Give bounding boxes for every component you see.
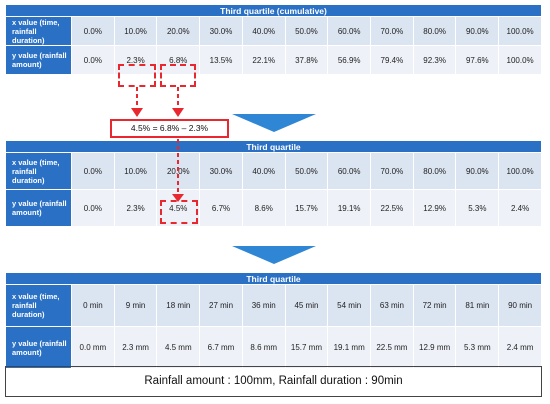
table-cell: 2.4 mm — [498, 326, 542, 369]
table-cell: 0.0% — [71, 45, 115, 75]
table-cell: 12.9% — [412, 189, 457, 227]
x-row-label: x value (time, rainfall duration) — [5, 284, 72, 327]
table-cell: 18 min — [156, 284, 201, 327]
table-row-x-row: x value (time, rainfall duration) 0 min 9 … — [5, 284, 542, 327]
y-row-label: y value (rainfall amount) — [5, 45, 72, 75]
table-cell: 63 min — [370, 284, 414, 327]
down-arrow-icon-1 — [232, 114, 316, 132]
table-cell: 50.0% — [284, 16, 329, 46]
table-cell: 10.0% — [113, 16, 158, 46]
table-cell: 8.6% — [241, 189, 286, 227]
highlight-box-4-5 — [160, 200, 198, 224]
y-row-label: y value (rainfall amount) — [5, 189, 72, 227]
table-cell: 81 min — [455, 284, 500, 327]
highlight-box-2-3 — [118, 64, 156, 87]
table-cell: 100.0% — [498, 152, 542, 190]
table-cell: 70.0% — [370, 16, 414, 46]
table-cell: 56.9% — [327, 45, 372, 75]
table-cell: 15.7 mm — [284, 326, 329, 369]
table-cell: 40.0% — [241, 152, 286, 190]
table-cell: 6.8% — [156, 45, 201, 75]
table-cell: 0.0% — [71, 189, 115, 227]
table-cell: 30.0% — [199, 16, 243, 46]
table-cell: 2.4% — [498, 189, 542, 227]
table-cell: 97.6% — [455, 45, 500, 75]
table-cell: 30.0% — [199, 152, 243, 190]
y-row-label: y value (rainfall amount) — [5, 326, 72, 369]
table-cell: 92.3% — [412, 45, 457, 75]
table-cell: 2.3 mm — [113, 326, 158, 369]
table-cell: 60.0% — [327, 16, 372, 46]
rainfall-summary: Rainfall amount : 100mm, Rainfall durati… — [5, 366, 542, 397]
table-cell: 2.3% — [113, 189, 158, 227]
table-cell: 100.0% — [498, 45, 542, 75]
table-cell: 20.0% — [156, 16, 201, 46]
table-cell: 6.7% — [199, 189, 243, 227]
table-title: Third quartile — [5, 272, 542, 285]
table-cell: 100.0% — [498, 16, 542, 46]
arrowhead-left — [131, 108, 143, 117]
table-cell: 0.0% — [71, 16, 115, 46]
table-cell: 22.1% — [241, 45, 286, 75]
table-row-y-row: y value (rainfall amount) 0.0% 2.3% 4.5% 6.7… — [5, 189, 542, 227]
table-cell: 27 min — [199, 284, 243, 327]
table-row-y-row: y value (rainfall amount) 0.0% 2.3% 6.8% 13.… — [5, 45, 542, 75]
table-cell: 36 min — [241, 284, 286, 327]
arrowhead-right — [172, 108, 184, 117]
table-cell: 4.5 mm — [156, 326, 201, 369]
table-cell: 2.3% — [113, 45, 158, 75]
table-cell: 90.0% — [455, 152, 500, 190]
highlight-box-6-8 — [160, 64, 196, 87]
table-cell: 0.0 mm — [71, 326, 115, 369]
table-cell: 79.4% — [370, 45, 414, 75]
table-row-y-row: y value (rainfall amount) 0.0 mm 2.3 mm 4.5… — [5, 326, 542, 369]
table-cell: 13.5% — [199, 45, 243, 75]
table-cell: 72 min — [412, 284, 457, 327]
down-arrow-icon-2 — [232, 246, 316, 264]
table-cell: 50.0% — [284, 152, 329, 190]
table-cell: 37.8% — [284, 45, 329, 75]
difference-callout: 4.5% = 6.8% – 2.3% — [110, 119, 229, 138]
table-cell: 45 min — [284, 284, 329, 327]
table-third-quartile-units: Third quartile x value (time, rainfall du… — [5, 272, 542, 369]
table-cell: 90.0% — [455, 16, 500, 46]
table-cell: 6.7 mm — [199, 326, 243, 369]
arrowhead-down — [172, 194, 184, 202]
x-row-label: x value (time, rainfall duration) — [5, 16, 72, 46]
table-cell: 0.0% — [71, 152, 115, 190]
table-cell: 80.0% — [412, 16, 457, 46]
x-row-label: x value (time, rainfall duration) — [5, 152, 72, 190]
table-cell: 0 min — [71, 284, 115, 327]
table-cell: 5.3% — [455, 189, 500, 227]
table-cell: 19.1 mm — [327, 326, 372, 369]
table-cell: 19.1% — [327, 189, 372, 227]
table-cell: 5.3 mm — [455, 326, 500, 369]
table-cumulative: Third quartile (cumulative) x value (time… — [5, 4, 542, 75]
table-cell: 12.9 mm — [412, 326, 457, 369]
table-cell: 40.0% — [241, 16, 286, 46]
table-cell: 8.6 mm — [241, 326, 286, 369]
table-row-x-row: x value (time, rainfall duration) 0.0% 10.… — [5, 16, 542, 46]
table-cell: 22.5 mm — [370, 326, 414, 369]
